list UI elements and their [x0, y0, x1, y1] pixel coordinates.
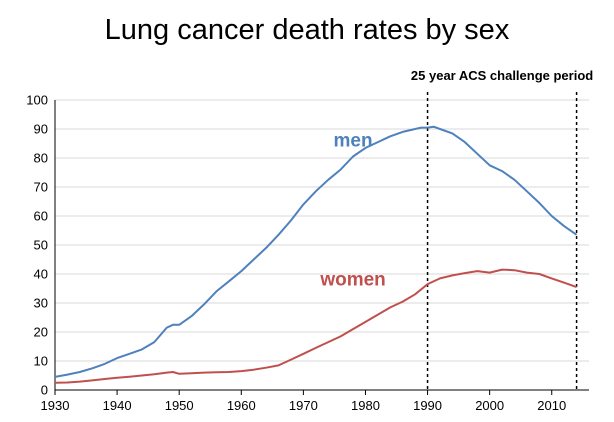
x-tick-label-1970: 1970 [289, 398, 318, 413]
y-tick-label-50: 50 [34, 238, 48, 253]
x-tick-label-2010: 2010 [537, 398, 566, 413]
annotation-label-0: 25 year ACS challenge period [411, 68, 593, 83]
x-tick-label-1940: 1940 [103, 398, 132, 413]
series-line-men [54, 125, 578, 378]
y-tick-label-30: 30 [34, 296, 48, 311]
x-tick-label-1990: 1990 [413, 398, 442, 413]
x-tick-label-1960: 1960 [227, 398, 256, 413]
x-tick-label-1980: 1980 [351, 398, 380, 413]
series-label-women: women [319, 270, 385, 291]
y-tick-label-60: 60 [34, 209, 48, 224]
series-label-men: men [334, 130, 373, 151]
series-labels: men women [319, 130, 385, 290]
x-tick-labels: 1930 1940 1950 1960 1970 1980 1990 2000 2010 [41, 398, 567, 413]
y-tick-label-0: 0 [41, 383, 48, 398]
annotations: 25 year ACS challenge period [411, 68, 593, 390]
series-line-women [54, 268, 577, 384]
y-tick-label-90: 90 [34, 122, 48, 137]
y-tick-label-20: 20 [34, 325, 48, 340]
series-lines [54, 125, 578, 384]
y-tick-labels: 0 10 20 30 40 50 60 70 80 90 100 [26, 93, 48, 398]
y-tick-label-40: 40 [34, 267, 48, 282]
y-tick-label-10: 10 [34, 354, 48, 369]
x-tick-label-2000: 2000 [475, 398, 504, 413]
y-tick-label-100: 100 [26, 93, 48, 108]
grid-lines [55, 99, 589, 362]
axes [54, 100, 589, 395]
x-tick-label-1930: 1930 [41, 398, 70, 413]
y-tick-label-70: 70 [34, 180, 48, 195]
y-tick-label-80: 80 [34, 151, 48, 166]
chart-title: Lung cancer death rates by sex [104, 14, 510, 46]
x-tick-label-1950: 1950 [165, 398, 194, 413]
